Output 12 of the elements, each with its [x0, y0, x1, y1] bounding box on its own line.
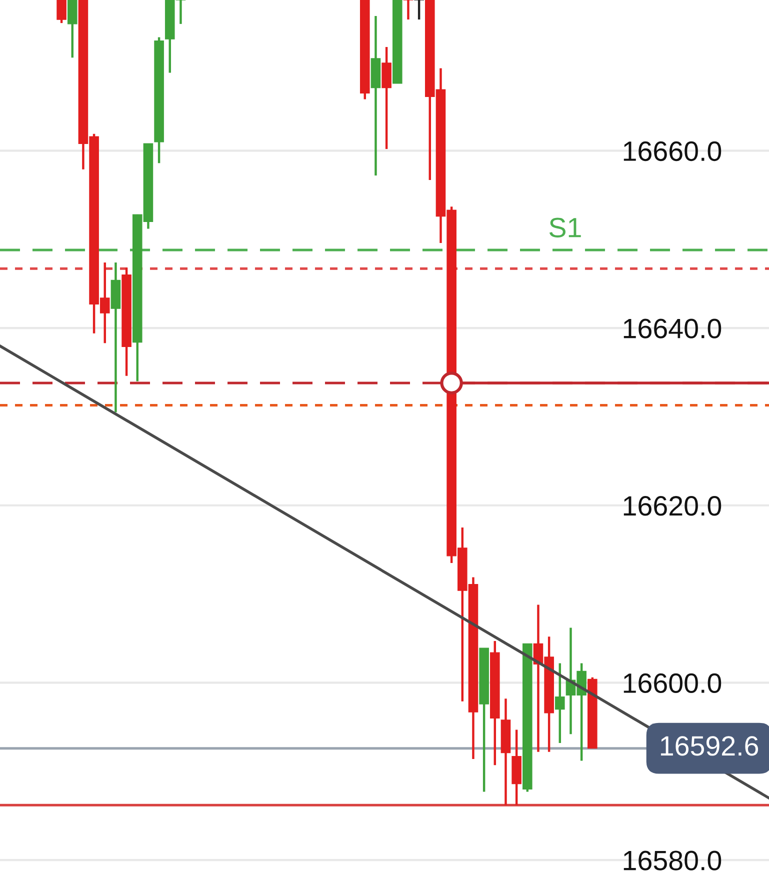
y-tick-label: 16580.0	[624, 850, 722, 870]
candlestick	[403, 0, 414, 21]
candlestick	[414, 0, 424, 21]
y-tick-label: 16600.0	[624, 673, 722, 694]
candlestick	[56, 0, 66, 24]
candlestick	[67, 0, 78, 59]
y-tick-label: 16620.0	[624, 496, 722, 516]
ref-line-label: S1	[549, 218, 581, 238]
y-tick-label: 16640.0	[624, 318, 722, 338]
candlestick	[555, 662, 565, 744]
y-tick-label: 16660.0	[624, 141, 722, 162]
ref-line-label: 16592.6	[660, 736, 758, 756]
